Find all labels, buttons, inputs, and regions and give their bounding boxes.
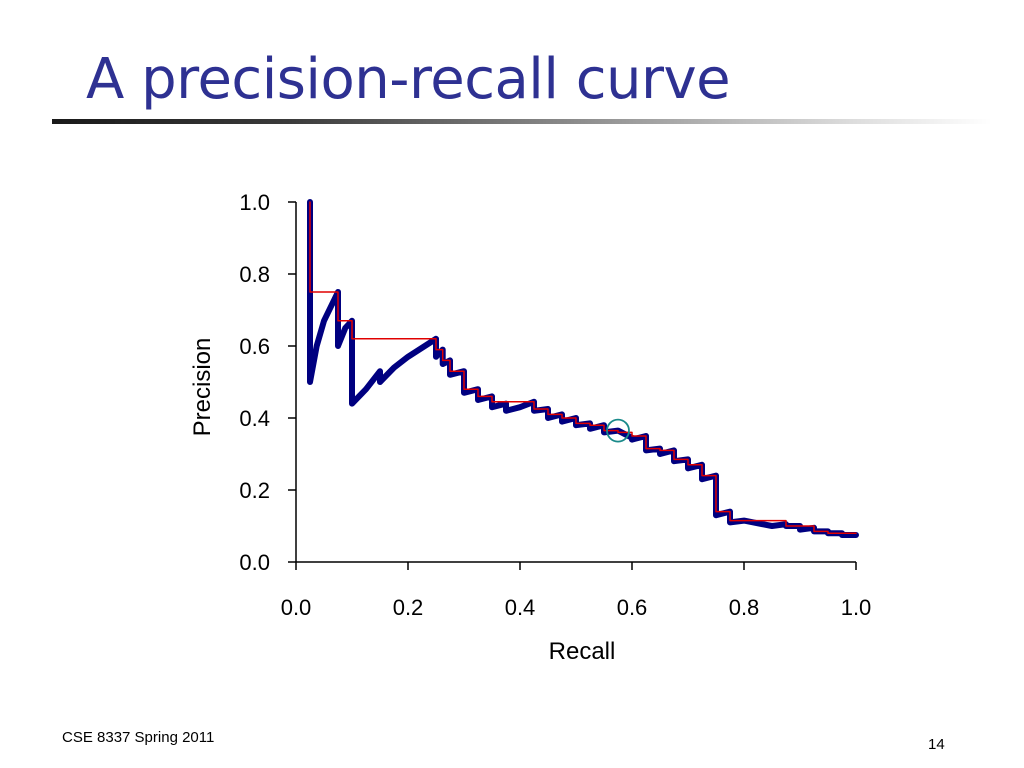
y-axis-label: Precision: [189, 338, 216, 437]
interpolated-precision-series: [309, 201, 857, 534]
chart-series: [307, 199, 859, 538]
y-tick-label: 0.2: [239, 478, 270, 503]
chart-axes: 0.0 0.2 0.4 0.6 0.8 1.0 0.0 0.2 0.4 0.6 0.8 1.0: [239, 190, 871, 620]
slide-title: A precision-recall curve: [86, 47, 731, 112]
y-tick-label: 0.4: [239, 406, 270, 431]
x-tick-label: 0.0: [281, 595, 312, 620]
x-axis-label: Recall: [549, 638, 616, 665]
y-tick-label: 1.0: [239, 190, 270, 215]
x-tick-label: 0.6: [617, 595, 648, 620]
y-tick-label: 0.6: [239, 334, 270, 359]
page-number: 14: [928, 736, 945, 753]
y-tick-label: 0.8: [239, 262, 270, 287]
y-tick-label: 0.0: [239, 550, 270, 575]
x-tick-label: 0.4: [505, 595, 536, 620]
chart-annotations: [606, 418, 630, 443]
highlight-circle: [606, 418, 630, 443]
precision-recall-series: [307, 199, 859, 538]
x-tick-label: 0.2: [393, 595, 424, 620]
title-underline: [52, 119, 992, 124]
x-tick-label: 0.8: [729, 595, 760, 620]
x-tick-label: 1.0: [841, 595, 872, 620]
footer-course: CSE 8337 Spring 2011: [62, 729, 215, 746]
